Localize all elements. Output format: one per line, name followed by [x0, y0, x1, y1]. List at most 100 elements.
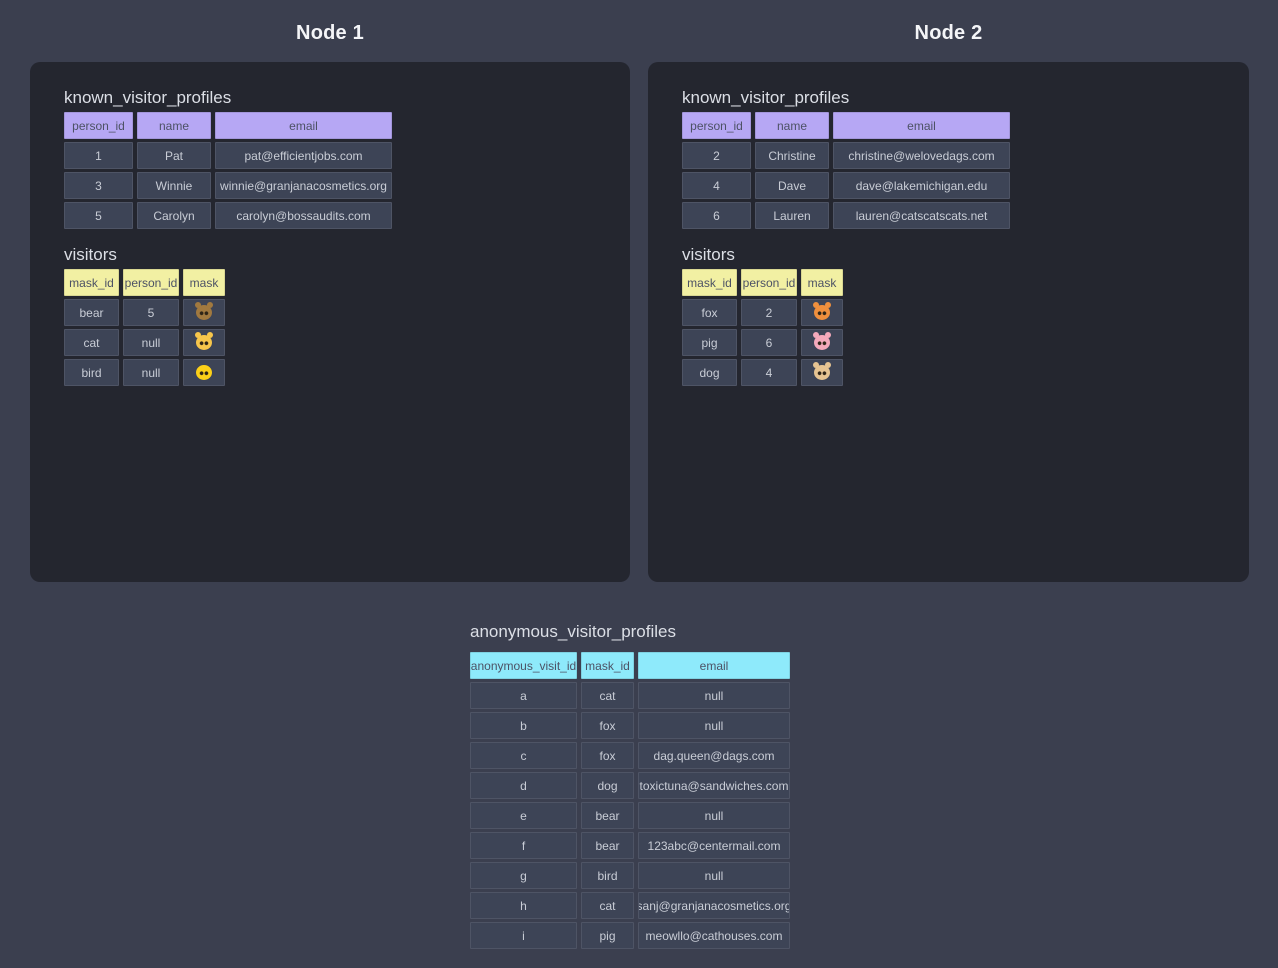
table-row: b fox null: [470, 712, 790, 739]
table-cell: b: [470, 712, 577, 739]
column-header-anonymous_visit_id: anonymous_visit_id: [470, 652, 577, 679]
bird-face-icon: [196, 365, 212, 380]
table-cell: f: [470, 832, 577, 859]
node-1-panel: known_visitor_profiles person_id name emai…: [30, 62, 630, 582]
table-row: dog 4: [682, 359, 1249, 386]
node2-visitors-table: mask_id person_id mask fox 2 pig 6 dog 4: [682, 269, 1249, 386]
column-header-person_id: person_id: [741, 269, 797, 296]
table-cell: 2: [682, 142, 751, 169]
column-header-mask: mask: [183, 269, 225, 296]
table-row: e bear null: [470, 802, 790, 829]
table-cell: Pat: [137, 142, 211, 169]
table-row: g bird null: [470, 862, 790, 889]
table-cell: Christine: [755, 142, 829, 169]
table-cell: dave@lakemichigan.edu: [833, 172, 1010, 199]
table-cell: Dave: [755, 172, 829, 199]
mask-emoji-cell: [183, 329, 225, 356]
mask-emoji-cell: [801, 359, 843, 386]
table-cell: Carolyn: [137, 202, 211, 229]
table-row: a cat null: [470, 682, 790, 709]
node2-known-visitor-profiles-table: person_id name email 2 Christine christine@we…: [682, 112, 1249, 229]
column-header-name: name: [755, 112, 829, 139]
table-cell: Winnie: [137, 172, 211, 199]
table-cell: winnie@granjanacosmetics.org: [215, 172, 392, 199]
column-header-name: name: [137, 112, 211, 139]
table-cell: cat: [581, 892, 634, 919]
node1-known-visitor-profiles-table: person_id name email 1 Pat pat@efficientjobs.…: [64, 112, 630, 229]
table-cell: dog: [682, 359, 737, 386]
column-header-email: email: [215, 112, 392, 139]
node-2-title: Node 2: [914, 22, 983, 44]
table-row: bear 5: [64, 299, 630, 326]
table-cell: 4: [741, 359, 797, 386]
table-cell: i: [470, 922, 577, 949]
table-cell: 5: [64, 202, 133, 229]
table-row: 3 Winnie winnie@granjanacosmetics.org: [64, 172, 630, 199]
table-cell: toxictuna@sandwiches.com: [638, 772, 790, 799]
column-header-email: email: [638, 652, 790, 679]
table-cell: 5: [123, 299, 179, 326]
table-cell: null: [638, 802, 790, 829]
table-row: bird null: [64, 359, 630, 386]
table-cell: bear: [581, 802, 634, 829]
known-visitor-profiles-title: known_visitor_profiles: [682, 88, 850, 107]
table-row: i pig meowllo@cathouses.com: [470, 922, 790, 949]
node-1-title: Node 1: [296, 22, 364, 44]
table-row: d dog toxictuna@sandwiches.com: [470, 772, 790, 799]
visitors-title: visitors: [64, 245, 117, 264]
table-cell: 1: [64, 142, 133, 169]
column-header-person_id: person_id: [682, 112, 751, 139]
visitors-title: visitors: [682, 245, 735, 264]
table-cell: lauren@catscatscats.net: [833, 202, 1010, 229]
table-cell: christine@welovedags.com: [833, 142, 1010, 169]
table-cell: 6: [741, 329, 797, 356]
table-cell: 6: [682, 202, 751, 229]
table-header-row: mask_id person_id mask: [682, 269, 1249, 296]
anonymous-visitor-profiles-section: anonymous_visitor_profiles anonymous_vis…: [470, 620, 790, 952]
known-visitor-profiles-title: known_visitor_profiles: [64, 88, 232, 107]
table-cell: 2: [741, 299, 797, 326]
node-2-panel: known_visitor_profiles person_id name emai…: [648, 62, 1249, 582]
table-cell: 3: [64, 172, 133, 199]
table-header-row: mask_id person_id mask: [64, 269, 630, 296]
mask-emoji-cell: [183, 299, 225, 326]
table-cell: meowllo@cathouses.com: [638, 922, 790, 949]
table-row: cat null: [64, 329, 630, 356]
table-cell: fox: [581, 712, 634, 739]
table-row: 1 Pat pat@efficientjobs.com: [64, 142, 630, 169]
column-header-mask: mask: [801, 269, 843, 296]
table-cell: h: [470, 892, 577, 919]
table-cell: dag.queen@dags.com: [638, 742, 790, 769]
dog-face-icon: [813, 362, 831, 380]
table-cell: g: [470, 862, 577, 889]
table-row: 4 Dave dave@lakemichigan.edu: [682, 172, 1249, 199]
column-header-mask_id: mask_id: [64, 269, 119, 296]
table-cell: d: [470, 772, 577, 799]
table-cell: dog: [581, 772, 634, 799]
mask-emoji-cell: [801, 299, 843, 326]
column-header-mask_id: mask_id: [581, 652, 634, 679]
table-cell: 4: [682, 172, 751, 199]
table-cell: e: [470, 802, 577, 829]
table-header-row: person_id name email: [682, 112, 1249, 139]
table-cell: null: [638, 682, 790, 709]
table-cell: Lauren: [755, 202, 829, 229]
table-cell: carolyn@bossaudits.com: [215, 202, 392, 229]
table-cell: bear: [64, 299, 119, 326]
table-cell: cat: [64, 329, 119, 356]
table-cell: bear: [581, 832, 634, 859]
node1-visitors-table: mask_id person_id mask bear 5 cat null bird null: [64, 269, 630, 386]
table-cell: null: [123, 359, 179, 386]
table-header-row: anonymous_visit_id mask_id email: [470, 652, 790, 679]
column-header-mask_id: mask_id: [682, 269, 737, 296]
column-header-person_id: person_id: [123, 269, 179, 296]
bear-face-icon: [195, 302, 213, 320]
table-cell: null: [638, 862, 790, 889]
table-cell: a: [470, 682, 577, 709]
anonymous-visitor-profiles-table: anonymous_visit_id mask_id email a cat null b f…: [470, 652, 790, 949]
table-cell: fox: [682, 299, 737, 326]
table-cell: 123abc@centermail.com: [638, 832, 790, 859]
table-row: f bear 123abc@centermail.com: [470, 832, 790, 859]
table-row: c fox dag.queen@dags.com: [470, 742, 790, 769]
table-header-row: person_id name email: [64, 112, 630, 139]
